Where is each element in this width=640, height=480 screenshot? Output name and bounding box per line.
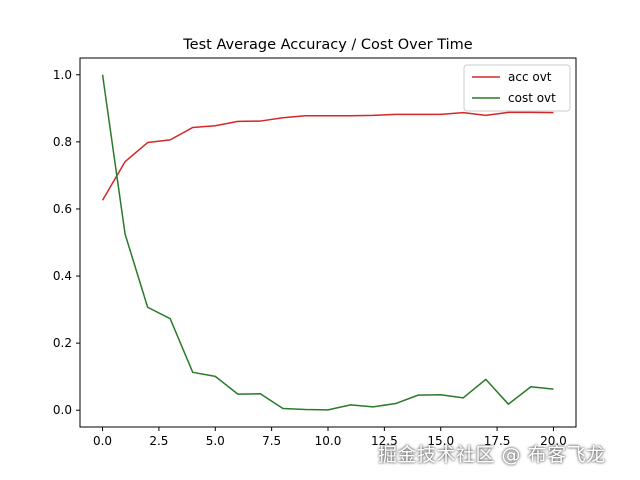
x-tick-label: 5.0 — [206, 434, 225, 448]
legend-label: acc ovt — [508, 70, 552, 84]
y-tick-label: 0.6 — [53, 202, 72, 216]
chart-title: Test Average Accuracy / Cost Over Time — [182, 37, 473, 53]
x-tick-label: 20.0 — [540, 434, 567, 448]
x-tick-label: 0.0 — [93, 434, 112, 448]
x-tick-label: 15.0 — [427, 434, 454, 448]
series-line-acc — [101, 111, 554, 201]
series-line-cost — [101, 74, 554, 411]
legend-label: cost ovt — [508, 91, 556, 105]
series-layer — [101, 74, 554, 411]
x-tick-label: 10.0 — [315, 434, 342, 448]
y-tick-label: 0.2 — [53, 336, 72, 350]
plot-area — [79, 57, 577, 428]
x-tick-label: 17.5 — [484, 434, 511, 448]
y-tick-label: 0.8 — [53, 135, 72, 149]
axes: 0.0 2.5 5.0 7.5 10.0 12.5 15.0 17.5 20.0 0.0 0.2 0.… — [53, 68, 567, 448]
x-tick-label: 2.5 — [149, 434, 168, 448]
y-tick-label: 0.0 — [53, 403, 72, 417]
y-tick-label: 1.0 — [53, 68, 72, 82]
x-tick-label: 7.5 — [262, 434, 281, 448]
plot-frame — [79, 57, 577, 428]
x-tick-label: 12.5 — [371, 434, 398, 448]
legend: acc ovt cost ovt — [463, 64, 571, 112]
watermark-text: 掘金技术社区 @ 布客飞龙 — [378, 444, 606, 466]
y-tick-label: 0.4 — [53, 269, 72, 283]
